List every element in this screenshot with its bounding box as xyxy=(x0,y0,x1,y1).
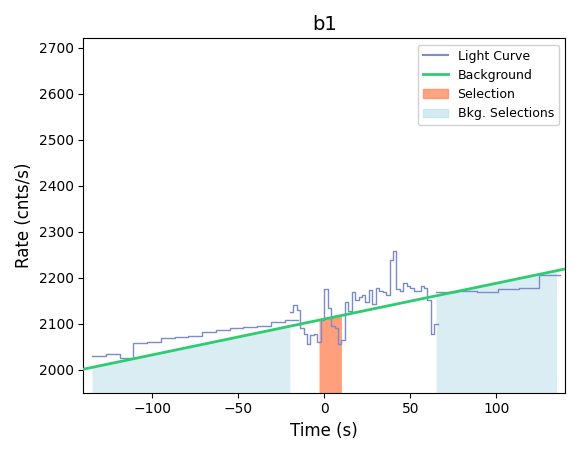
Legend: Light Curve, Background, Selection, Bkg. Selections: Light Curve, Background, Selection, Bkg.… xyxy=(418,45,559,125)
Y-axis label: Rate (cnts/s): Rate (cnts/s) xyxy=(15,163,33,268)
Title: b1: b1 xyxy=(312,15,336,34)
X-axis label: Time (s): Time (s) xyxy=(291,422,358,440)
